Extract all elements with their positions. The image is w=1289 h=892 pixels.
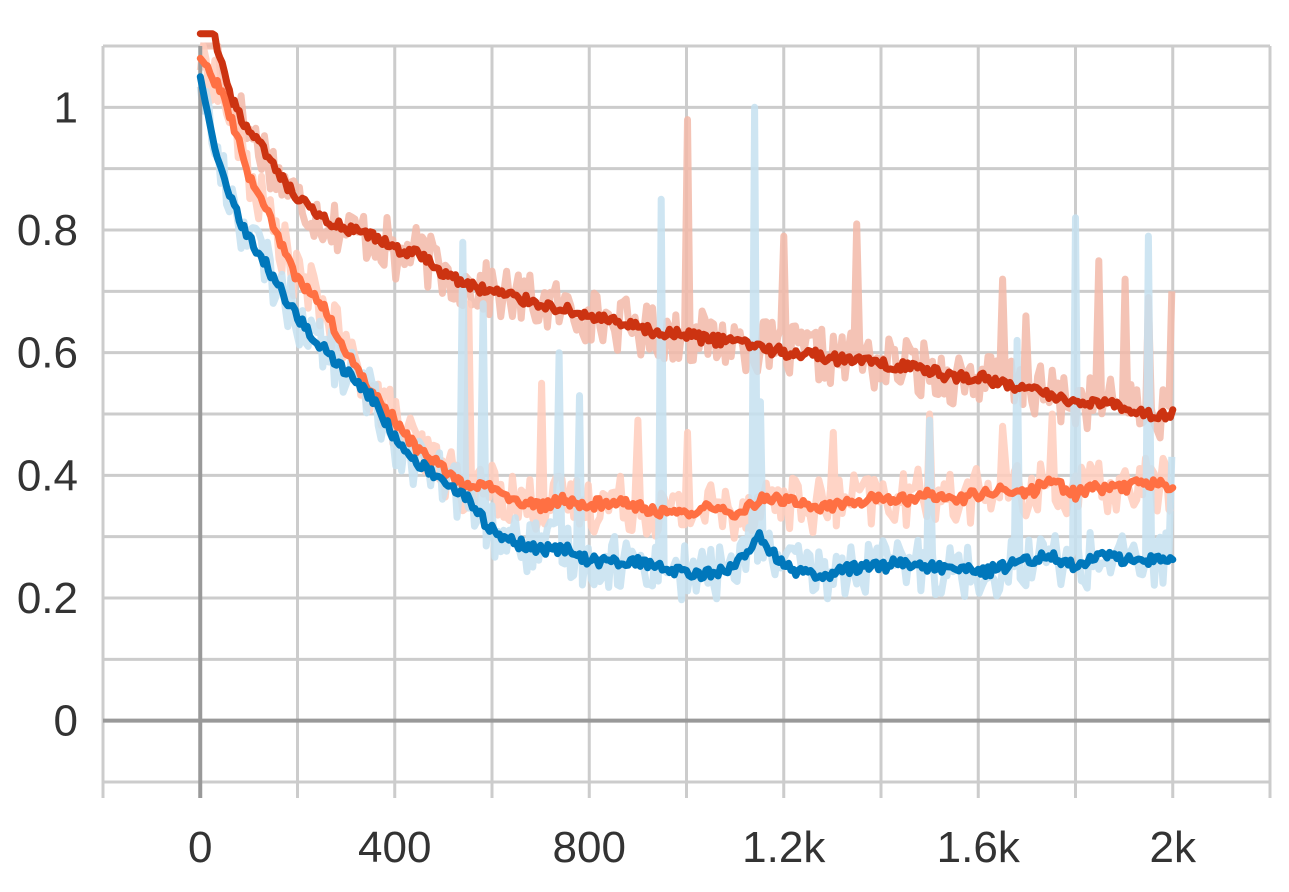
- y-tick-label: 0.8: [17, 206, 78, 255]
- y-tick-label: 0: [54, 697, 78, 746]
- smoothed-series-layer: [196, 30, 1177, 583]
- x-tick-label: 0: [188, 823, 212, 872]
- series-line-1: [196, 54, 1177, 521]
- y-tick-label: 0.4: [17, 451, 78, 500]
- x-tick-label: 1.2k: [742, 823, 826, 872]
- y-tick-label: 0.6: [17, 329, 78, 378]
- y-tick-label: 1: [54, 83, 78, 132]
- x-tick-label: 2k: [1150, 823, 1197, 872]
- raw-series-line-0: [199, 42, 1176, 442]
- x-tick-label: 400: [358, 823, 431, 872]
- series-line-2: [196, 73, 1177, 583]
- series-line-0: [196, 30, 1177, 423]
- x-tick-label: 1.6k: [937, 823, 1021, 872]
- x-tick-label: 800: [553, 823, 626, 872]
- axis-layer: [103, 46, 1270, 798]
- tick-label-layer: 0 400 800 1.2k 1.6k 2k 0 0.2 0.4 0.6 0.8 1: [17, 83, 1197, 872]
- y-tick-label: 0.2: [17, 574, 78, 623]
